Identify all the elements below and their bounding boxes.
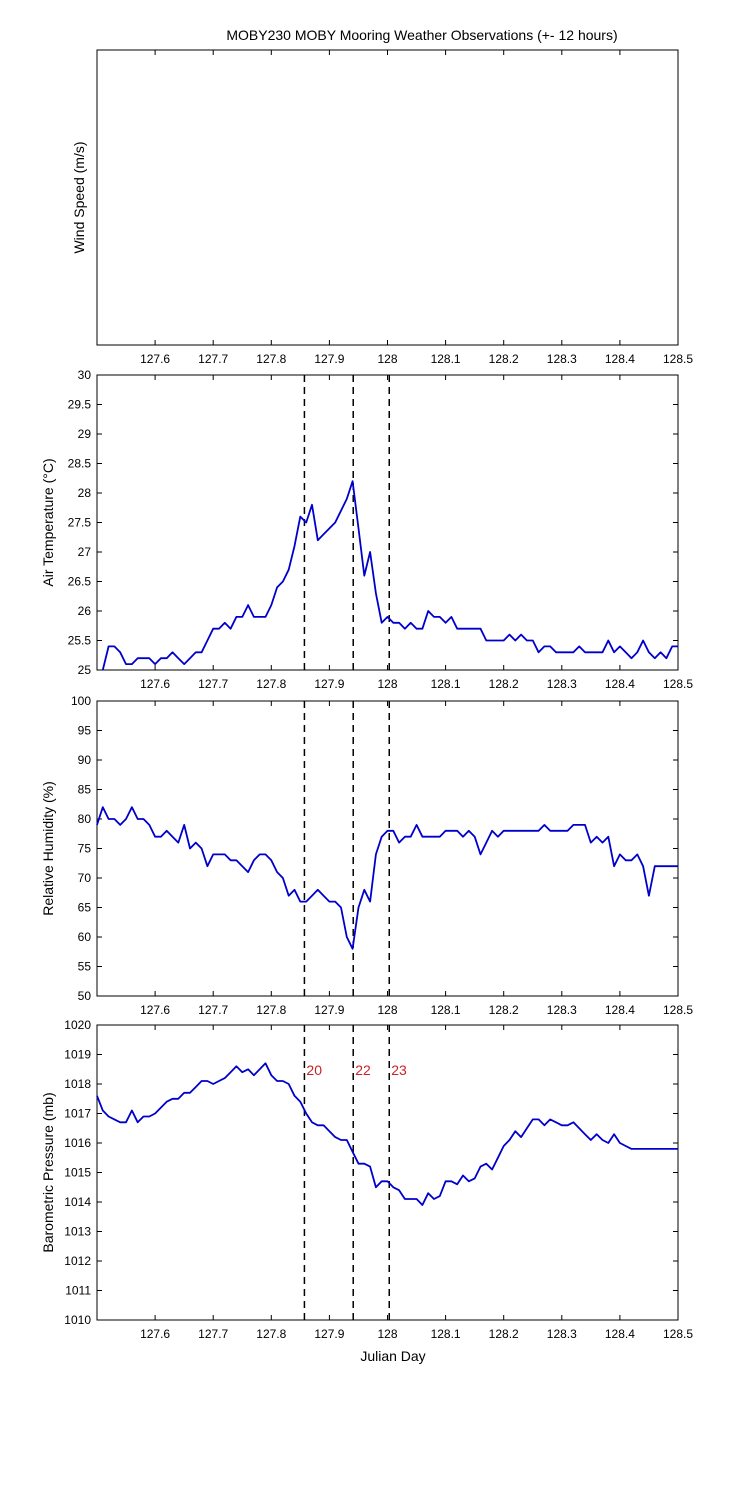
- wind-speed-x-tick-label: 127.8: [256, 352, 286, 366]
- relative-humidity-panel: 127.6 127.7 127.8 127.9 128 128.1 128.2 128.3 12…: [40, 694, 693, 1017]
- wind-speed-x-tick-label: 128.1: [431, 352, 461, 366]
- x-axis-label: Julian Day: [360, 1348, 425, 1364]
- relative-humidity-x-tick-label: 128: [377, 1003, 397, 1017]
- figure-title: MOBY230 MOBY Mooring Weather Observation…: [226, 27, 617, 43]
- air-temperature-y-tick-label: 30: [78, 368, 92, 382]
- barometric-pressure-y-tick-label: 1014: [64, 1195, 91, 1209]
- relative-humidity-y-tick-label: 85: [78, 783, 92, 797]
- barometric-pressure-x-tick-label: 128: [377, 1327, 397, 1341]
- wind-speed-x-tick-label: 127.7: [198, 352, 228, 366]
- air-temperature-y-tick-label: 26.5: [68, 575, 92, 589]
- relative-humidity-y-tick-label: 50: [78, 989, 92, 1003]
- air-temperature-panel: 127.6 127.7 127.8 127.9 128 128.1 128.2 128.3 12…: [40, 368, 693, 691]
- relative-humidity-x-tick-label: 128.4: [605, 1003, 635, 1017]
- barometric-pressure-event-label: 22: [355, 1062, 371, 1078]
- air-temperature-x-tick-label: 127.8: [256, 677, 286, 691]
- wind-speed-y-axis-label: Wind Speed (m/s): [71, 141, 87, 253]
- air-temperature-y-tick-label: 25.5: [68, 634, 92, 648]
- chart-panels: 127.6 127.7 127.8 127.9 128 128.1 128.2 128.3 12…: [40, 49, 693, 1341]
- barometric-pressure-y-tick-label: 1013: [64, 1225, 91, 1239]
- relative-humidity-y-tick-label: 90: [78, 753, 92, 767]
- barometric-pressure-y-axis-label: Barometric Pressure (mb): [40, 1092, 56, 1252]
- air-temperature-y-tick-label: 28.5: [68, 457, 92, 471]
- air-temperature-y-tick-label: 26: [78, 604, 92, 618]
- barometric-pressure-x-tick-label: 128.5: [663, 1327, 693, 1341]
- barometric-pressure-series-line: [96, 1062, 678, 1206]
- barometric-pressure-x-tick-label: 127.8: [256, 1327, 286, 1341]
- relative-humidity-x-tick-label: 127.6: [140, 1003, 170, 1017]
- air-temperature-y-tick-label: 29.5: [68, 398, 92, 412]
- relative-humidity-series-line: [96, 806, 678, 950]
- barometric-pressure-y-tick-label: 1015: [64, 1166, 91, 1180]
- relative-humidity-x-tick-label: 128.1: [431, 1003, 461, 1017]
- air-temperature-x-tick-label: 128.5: [663, 677, 693, 691]
- barometric-pressure-y-tick-label: 1017: [64, 1107, 91, 1121]
- barometric-pressure-y-tick-label: 1016: [64, 1136, 91, 1150]
- air-temperature-x-tick-label: 128.2: [489, 677, 519, 691]
- barometric-pressure-x-tick-label: 127.9: [314, 1327, 344, 1341]
- relative-humidity-y-tick-label: 80: [78, 812, 92, 826]
- wind-speed-x-tick-label: 128.4: [605, 352, 635, 366]
- barometric-pressure-event-label: 23: [391, 1062, 407, 1078]
- wind-speed-x-tick-label: 127.6: [140, 352, 170, 366]
- air-temperature-y-tick-label: 27.5: [68, 516, 92, 530]
- barometric-pressure-event-label: 20: [306, 1062, 322, 1078]
- air-temperature-x-tick-label: 128.3: [547, 677, 577, 691]
- relative-humidity-x-tick-label: 128.3: [547, 1003, 577, 1017]
- wind-speed-x-tick-label: 128: [377, 352, 397, 366]
- barometric-pressure-y-tick-label: 1018: [64, 1077, 91, 1091]
- air-temperature-y-axis-label: Air Temperature (°C): [40, 458, 56, 586]
- barometric-pressure-x-tick-label: 127.6: [140, 1327, 170, 1341]
- barometric-pressure-y-tick-label: 1011: [65, 1284, 91, 1298]
- air-temperature-y-tick-label: 28: [78, 486, 92, 500]
- relative-humidity-y-tick-label: 55: [78, 960, 92, 974]
- relative-humidity-y-tick-label: 75: [78, 842, 92, 856]
- relative-humidity-x-tick-label: 128.2: [489, 1003, 519, 1017]
- relative-humidity-x-tick-label: 127.8: [256, 1003, 286, 1017]
- air-temperature-y-tick-label: 27: [78, 545, 92, 559]
- wind-speed-x-tick-label: 128.3: [547, 352, 577, 366]
- wind-speed-x-tick-label: 127.9: [314, 352, 344, 366]
- wind-speed-panel: 127.6 127.7 127.8 127.9 128 128.1 128.2 128.3 12…: [71, 49, 693, 366]
- air-temperature-y-tick-label: 25: [78, 663, 92, 677]
- barometric-pressure-y-tick-label: 1012: [64, 1254, 91, 1268]
- air-temperature-x-tick-label: 128.4: [605, 677, 635, 691]
- barometric-pressure-x-tick-label: 127.7: [198, 1327, 228, 1341]
- relative-humidity-x-tick-label: 127.7: [198, 1003, 228, 1017]
- air-temperature-x-tick-label: 128: [377, 677, 397, 691]
- relative-humidity-y-axis-label: Relative Humidity (%): [40, 781, 56, 916]
- relative-humidity-y-tick-label: 100: [71, 694, 91, 708]
- relative-humidity-x-tick-label: 127.9: [314, 1003, 344, 1017]
- barometric-pressure-x-tick-label: 128.1: [431, 1327, 461, 1341]
- air-temperature-y-tick-label: 29: [78, 427, 92, 441]
- barometric-pressure-y-tick-label: 1019: [64, 1048, 91, 1062]
- barometric-pressure-panel: 127.6 127.7 127.8 127.9 128 128.1 128.2 128.3 12…: [40, 1018, 693, 1341]
- wind-speed-x-tick-label: 128.5: [663, 352, 693, 366]
- barometric-pressure-x-tick-label: 128.2: [489, 1327, 519, 1341]
- relative-humidity-y-tick-label: 60: [78, 930, 92, 944]
- barometric-pressure-y-tick-label: 1020: [64, 1018, 91, 1032]
- air-temperature-x-tick-label: 127.7: [198, 677, 228, 691]
- air-temperature-series-line: [101, 480, 678, 671]
- wind-speed-x-tick-label: 128.2: [489, 352, 519, 366]
- air-temperature-x-tick-label: 127.6: [140, 677, 170, 691]
- barometric-pressure-x-tick-label: 128.4: [605, 1327, 635, 1341]
- barometric-pressure-y-tick-label: 1010: [64, 1313, 91, 1327]
- air-temperature-x-tick-label: 127.9: [314, 677, 344, 691]
- air-temperature-x-tick-label: 128.1: [431, 677, 461, 691]
- relative-humidity-x-tick-label: 128.5: [663, 1003, 693, 1017]
- relative-humidity-y-tick-label: 95: [78, 724, 92, 738]
- relative-humidity-y-tick-label: 70: [78, 871, 92, 885]
- barometric-pressure-x-tick-label: 128.3: [547, 1327, 577, 1341]
- relative-humidity-y-tick-label: 65: [78, 901, 92, 915]
